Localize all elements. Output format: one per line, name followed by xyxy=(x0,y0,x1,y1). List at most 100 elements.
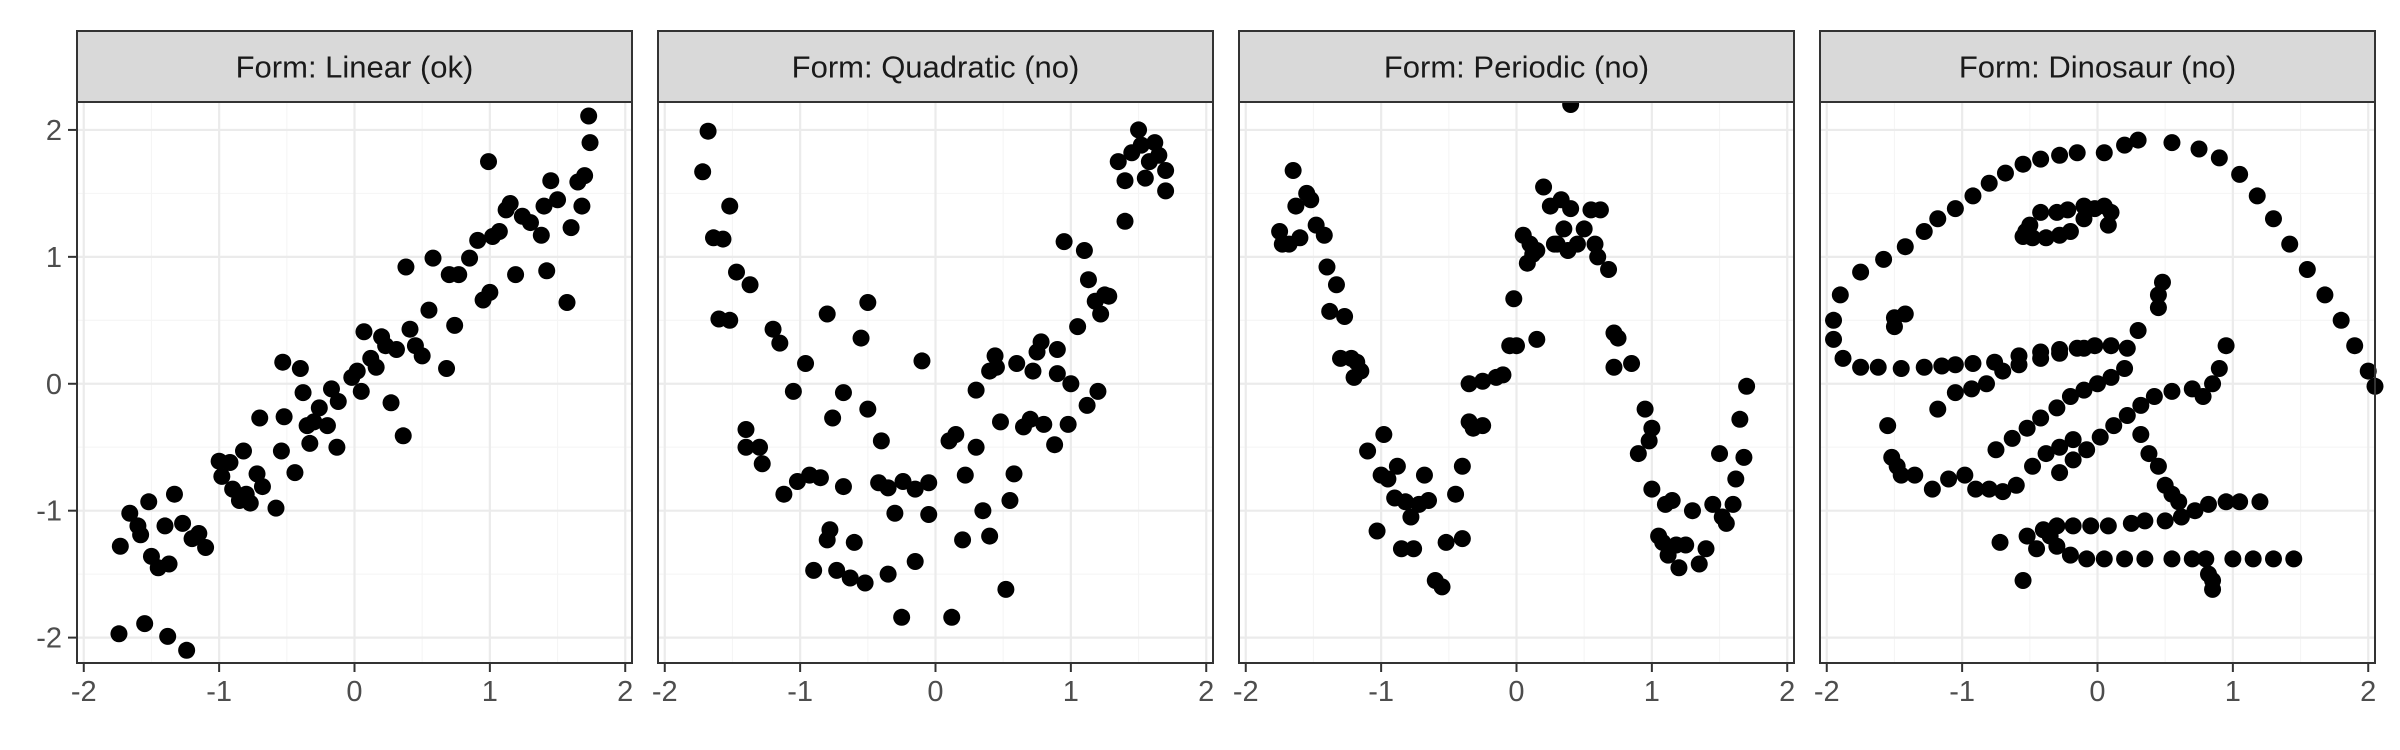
data-point xyxy=(2346,337,2364,355)
data-point xyxy=(156,517,174,535)
panel-1-title: Form: Linear (ok) xyxy=(236,50,474,85)
x-tick-label: -1 xyxy=(206,676,232,708)
data-point xyxy=(1735,448,1753,466)
data-point xyxy=(728,263,746,281)
data-point xyxy=(329,393,347,411)
data-point xyxy=(1724,495,1742,513)
data-point xyxy=(1321,302,1339,320)
x-tick-label: 1 xyxy=(482,676,498,708)
data-point xyxy=(2149,457,2167,475)
data-point xyxy=(2183,550,2201,568)
data-point xyxy=(1302,191,1320,209)
data-point xyxy=(2048,537,2066,555)
data-point xyxy=(397,258,415,276)
y-tick-label: 2 xyxy=(46,115,62,147)
data-point xyxy=(2359,362,2377,380)
data-point xyxy=(2197,550,2215,568)
data-point xyxy=(310,399,328,417)
data-point xyxy=(2075,339,2093,357)
data-point xyxy=(367,358,385,376)
data-point xyxy=(1453,530,1471,548)
data-point xyxy=(1555,220,1573,238)
x-tick-label: 2 xyxy=(617,676,633,708)
y-tick-label: 1 xyxy=(46,242,62,274)
data-point xyxy=(721,197,739,215)
x-tick-label: 2 xyxy=(1779,676,1795,708)
x-tick-label: 1 xyxy=(2225,676,2241,708)
data-point xyxy=(355,323,373,341)
data-point xyxy=(160,555,178,573)
data-point xyxy=(893,608,911,626)
data-point xyxy=(2102,203,2120,221)
data-point xyxy=(1505,290,1523,308)
data-point xyxy=(967,381,985,399)
data-point xyxy=(2190,140,2208,158)
data-point xyxy=(699,122,717,140)
data-point xyxy=(2068,144,2086,162)
data-point xyxy=(947,426,965,444)
data-point xyxy=(2078,441,2096,459)
data-point xyxy=(818,305,836,323)
data-point xyxy=(318,417,336,435)
data-point xyxy=(2140,445,2158,463)
data-point xyxy=(1336,308,1354,325)
data-point xyxy=(2034,521,2052,539)
data-point xyxy=(1447,485,1465,503)
data-point xyxy=(1359,442,1377,460)
data-point xyxy=(1591,201,1609,219)
data-point xyxy=(2051,464,2069,482)
panel-4: Form: Dinosaur (no) -2 -1 0 1 2 xyxy=(1814,30,2384,708)
data-point xyxy=(967,438,985,456)
data-point xyxy=(1096,286,1114,304)
data-point xyxy=(1528,330,1546,348)
panel-1-strip xyxy=(76,30,633,103)
data-point xyxy=(1731,410,1749,428)
data-point xyxy=(1405,540,1423,558)
data-point xyxy=(562,219,580,237)
data-point xyxy=(2032,343,2050,361)
data-point xyxy=(2064,517,2082,535)
data-point xyxy=(1157,162,1175,180)
data-point xyxy=(2075,197,2093,215)
data-point xyxy=(1892,466,1910,484)
data-point xyxy=(1963,380,1981,398)
data-point xyxy=(1589,248,1607,266)
data-point xyxy=(446,316,464,334)
data-point xyxy=(2285,550,2303,568)
data-point xyxy=(1136,169,1154,187)
data-point xyxy=(2032,203,2050,221)
data-point xyxy=(2248,187,2266,205)
x-tick-label: 2 xyxy=(2360,676,2376,708)
data-point xyxy=(2028,540,2046,558)
data-point xyxy=(2037,229,2055,247)
data-point xyxy=(872,432,890,450)
data-point xyxy=(694,163,712,181)
data-point xyxy=(549,191,567,209)
panel-2: Form: Quadratic (no) -2 -1 0 1 2 xyxy=(652,30,1214,708)
panel-2-points xyxy=(694,121,1175,626)
data-point xyxy=(159,627,177,645)
data-point xyxy=(1059,415,1077,433)
data-point xyxy=(507,266,525,284)
panel-3-strip xyxy=(1238,30,1795,103)
data-point xyxy=(178,641,196,659)
data-point xyxy=(401,320,419,338)
data-point xyxy=(1600,261,1618,279)
data-point xyxy=(1528,242,1546,259)
data-point xyxy=(1623,354,1641,372)
data-point xyxy=(2017,222,2035,240)
data-point xyxy=(1327,276,1345,294)
data-point xyxy=(1711,445,1729,463)
data-point xyxy=(1923,480,1941,498)
data-point xyxy=(1980,174,1998,192)
data-point xyxy=(221,453,239,471)
data-point xyxy=(879,479,897,497)
data-point xyxy=(1318,258,1336,276)
data-point xyxy=(1035,415,1053,433)
data-point xyxy=(1032,333,1050,351)
data-point xyxy=(824,409,842,427)
data-point xyxy=(461,249,479,267)
data-point xyxy=(845,533,863,551)
data-point xyxy=(2163,134,2181,152)
data-point xyxy=(1005,465,1023,483)
